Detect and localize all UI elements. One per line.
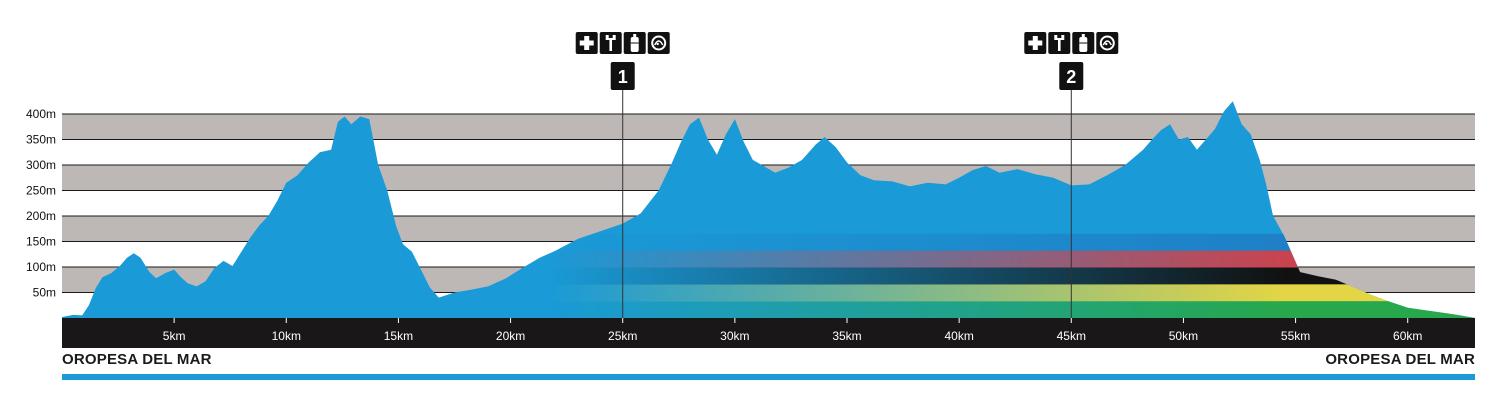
bottle-icon [1072, 32, 1095, 54]
y-tick-label: 350m [26, 133, 56, 147]
y-axis-labels: 50m 100m 150m 200m 250m 300m 350m 400m [26, 107, 56, 300]
route-bar [62, 374, 1475, 380]
elevation-band [62, 114, 1475, 140]
x-tick-label: 35km [832, 329, 861, 343]
aid-station-number-box [1059, 62, 1084, 90]
x-tick-label: 50km [1169, 329, 1198, 343]
first-aid-icon [1024, 32, 1047, 54]
elevation-band [62, 139, 1475, 165]
start-location-label: OROPESA DEL MAR [62, 351, 212, 368]
x-tick-label: 45km [1057, 329, 1086, 343]
aid-station-marker: 1 [575, 32, 670, 318]
y-tick-label: 50m [33, 286, 56, 300]
x-tick-label: 30km [720, 329, 749, 343]
wrench-icon [1048, 32, 1071, 54]
stripe-blue [549, 233, 1475, 252]
x-tick-label: 55km [1281, 329, 1310, 343]
x-tick-label: 10km [272, 329, 301, 343]
distance-axis-bar [62, 318, 1475, 348]
food-icon [647, 32, 670, 54]
route-color-stripes [549, 233, 1475, 318]
y-tick-label: 150m [26, 235, 56, 249]
finish-location-label: OROPESA DEL MAR [1325, 351, 1475, 368]
x-tick-label: 25km [608, 329, 637, 343]
x-tick-label: 15km [384, 329, 413, 343]
elevation-chart: 50m 100m 150m 200m 250m 300m 350m 400m 5km 10km 1… [26, 32, 1475, 348]
stripe-green [549, 301, 1475, 318]
food-icon [1096, 32, 1119, 54]
x-tick-label: 5km [163, 329, 186, 343]
x-tick-label: 60km [1393, 329, 1422, 343]
y-tick-label: 400m [26, 107, 56, 121]
aid-station-number-box [610, 62, 635, 90]
aid-station-marker: 2 [1024, 32, 1119, 318]
y-tick-label: 250m [26, 184, 56, 198]
stripe-red [549, 250, 1475, 269]
x-tick-label: 20km [496, 329, 525, 343]
first-aid-icon [575, 32, 598, 54]
x-tick-label: 40km [944, 329, 973, 343]
bottle-icon [623, 32, 646, 54]
wrench-icon [599, 32, 622, 54]
stripe-black [549, 267, 1475, 285]
x-axis-labels: 5km 10km 15km 20km 25km 30km 35km 40km 45km 50km 5… [163, 318, 1422, 343]
aid-station-number: 1 [618, 67, 628, 87]
stripe-yellow [549, 284, 1475, 302]
y-tick-label: 300m [26, 158, 56, 172]
aid-station-number: 2 [1066, 67, 1076, 87]
y-tick-label: 100m [26, 260, 56, 274]
y-tick-label: 200m [26, 209, 56, 223]
